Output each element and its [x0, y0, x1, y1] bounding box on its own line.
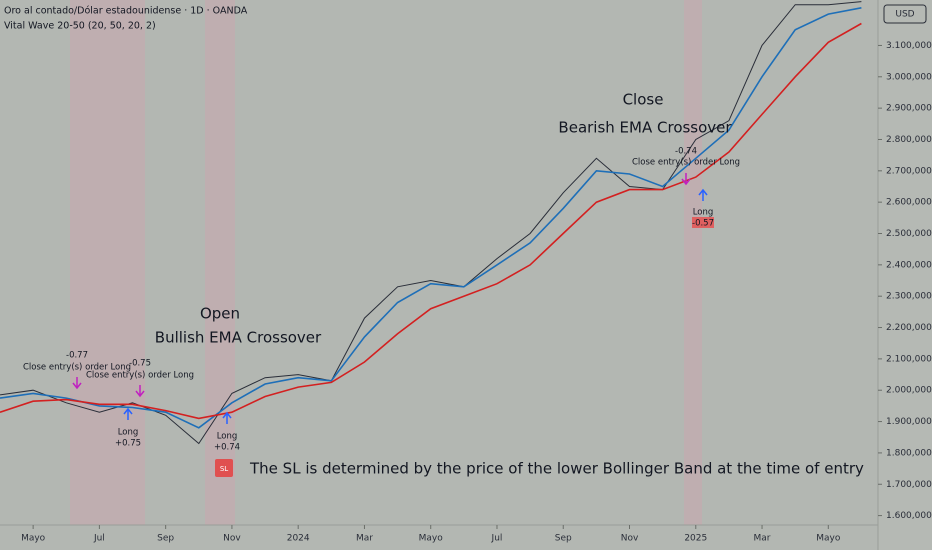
currency-box[interactable]: [883, 4, 927, 24]
y-tick-label: 1.700,000: [886, 480, 932, 490]
trade-label: Long: [217, 432, 238, 442]
x-tick-label: 2024: [287, 534, 310, 544]
sl-icon: [215, 459, 233, 477]
trade-label: Close entry(s) order Long: [23, 363, 131, 373]
price-axis: [878, 0, 932, 550]
annotation: Bearish EMA Crossover: [558, 119, 732, 137]
exit-arrow: [681, 173, 691, 186]
y-tick-label: 3.100,000: [886, 41, 932, 51]
x-tick-label: Mayo: [419, 534, 444, 544]
y-tick-label: 2.100,000: [886, 354, 932, 364]
trade-label: Long: [693, 208, 714, 218]
x-tick-label: Mayo: [21, 534, 46, 544]
trade-label: -0.74: [675, 147, 697, 157]
trade-label: -0.57: [692, 219, 714, 229]
trade-label: Long: [118, 428, 139, 438]
x-tick-label: 2025: [684, 534, 707, 544]
y-tick-label: 1.600,000: [886, 511, 932, 521]
trade-label: Close entry(s) order Long: [632, 158, 740, 168]
annotation: Open: [200, 305, 240, 323]
entry-arrow: [222, 411, 232, 424]
annotation: Bullish EMA Crossover: [155, 329, 322, 347]
x-tick-label: Sep: [555, 534, 572, 544]
x-tick-label: Sep: [157, 534, 174, 544]
x-tick-label: Jul: [93, 534, 105, 544]
y-tick-label: 2.200,000: [886, 323, 932, 333]
trade-label: -0.77: [66, 351, 88, 361]
y-tick-label: 2.900,000: [886, 104, 932, 114]
x-tick-label: Mayo: [816, 534, 841, 544]
trade-label: Close entry(s) order Long: [86, 371, 194, 381]
x-tick-label: Nov: [621, 534, 639, 544]
y-tick-label: 2.400,000: [886, 260, 932, 270]
y-tick-label: 1.900,000: [886, 417, 932, 427]
annotation: Close: [623, 91, 664, 109]
y-tick-label: 2.700,000: [886, 166, 932, 176]
session-band: [205, 0, 235, 525]
x-tick-label: Mar: [754, 534, 771, 544]
entry-arrow: [698, 188, 708, 201]
series-line: [0, 22, 862, 420]
trade-loss-box: [692, 217, 714, 228]
currency[interactable]: USD: [895, 10, 914, 20]
exit-arrow: [135, 385, 145, 398]
sl-icon-text: SL: [220, 465, 228, 473]
session-band: [684, 0, 702, 525]
trade-label: +0.74: [214, 443, 240, 453]
entry-arrow: [123, 407, 133, 420]
trade-label: -0.75: [129, 359, 151, 369]
x-tick-label: Mar: [356, 534, 373, 544]
y-tick-label: 2.300,000: [886, 292, 932, 302]
y-tick-label: 1.800,000: [886, 448, 932, 458]
y-tick-label: 3.000,000: [886, 72, 932, 82]
annotation: The SL is determined by the price of the…: [249, 460, 864, 478]
y-tick-label: 2.600,000: [886, 198, 932, 208]
symbol: Oro al contado/Dólar estadounidense · 1D…: [4, 6, 248, 17]
y-tick-label: 2.000,000: [886, 386, 932, 396]
trade-label: +0.75: [115, 439, 141, 449]
indicator: Vital Wave 20-50 (20, 50, 20, 2): [4, 21, 156, 32]
y-tick-label: 2.500,000: [886, 229, 932, 239]
x-tick-label: Nov: [223, 534, 241, 544]
session-band: [70, 0, 145, 525]
y-tick-label: 2.800,000: [886, 135, 932, 145]
series-line: [0, 7, 862, 429]
exit-arrow: [72, 377, 82, 390]
x-tick-label: Jul: [491, 534, 503, 544]
